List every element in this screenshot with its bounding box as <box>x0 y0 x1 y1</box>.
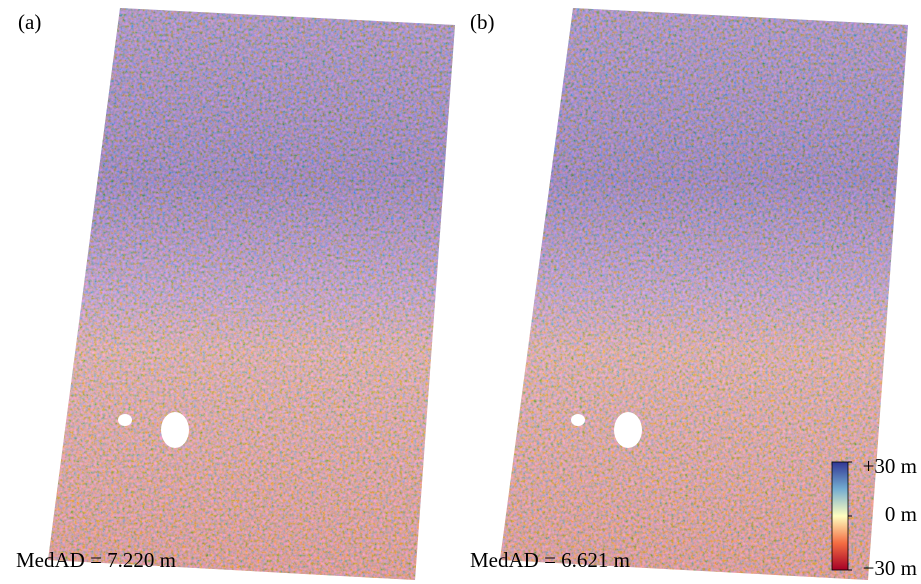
panel-caption: MedAD = 6.621 m <box>470 548 630 572</box>
colorbar-tick-label: −30 m <box>863 556 917 580</box>
data-gap <box>571 414 585 426</box>
map-texture <box>48 8 455 580</box>
map-panel-a <box>48 8 455 580</box>
data-gap <box>118 414 132 426</box>
data-gap <box>614 412 642 448</box>
data-gap <box>161 412 189 448</box>
colorbar <box>831 461 849 571</box>
colorbar-tick-label: 0 m <box>885 502 917 526</box>
panel-label: (a) <box>18 10 41 34</box>
colorbar-tick-label: +30 m <box>863 454 917 478</box>
panel-caption: MedAD = 7.220 m <box>16 548 176 572</box>
panel-label: (b) <box>470 10 495 34</box>
